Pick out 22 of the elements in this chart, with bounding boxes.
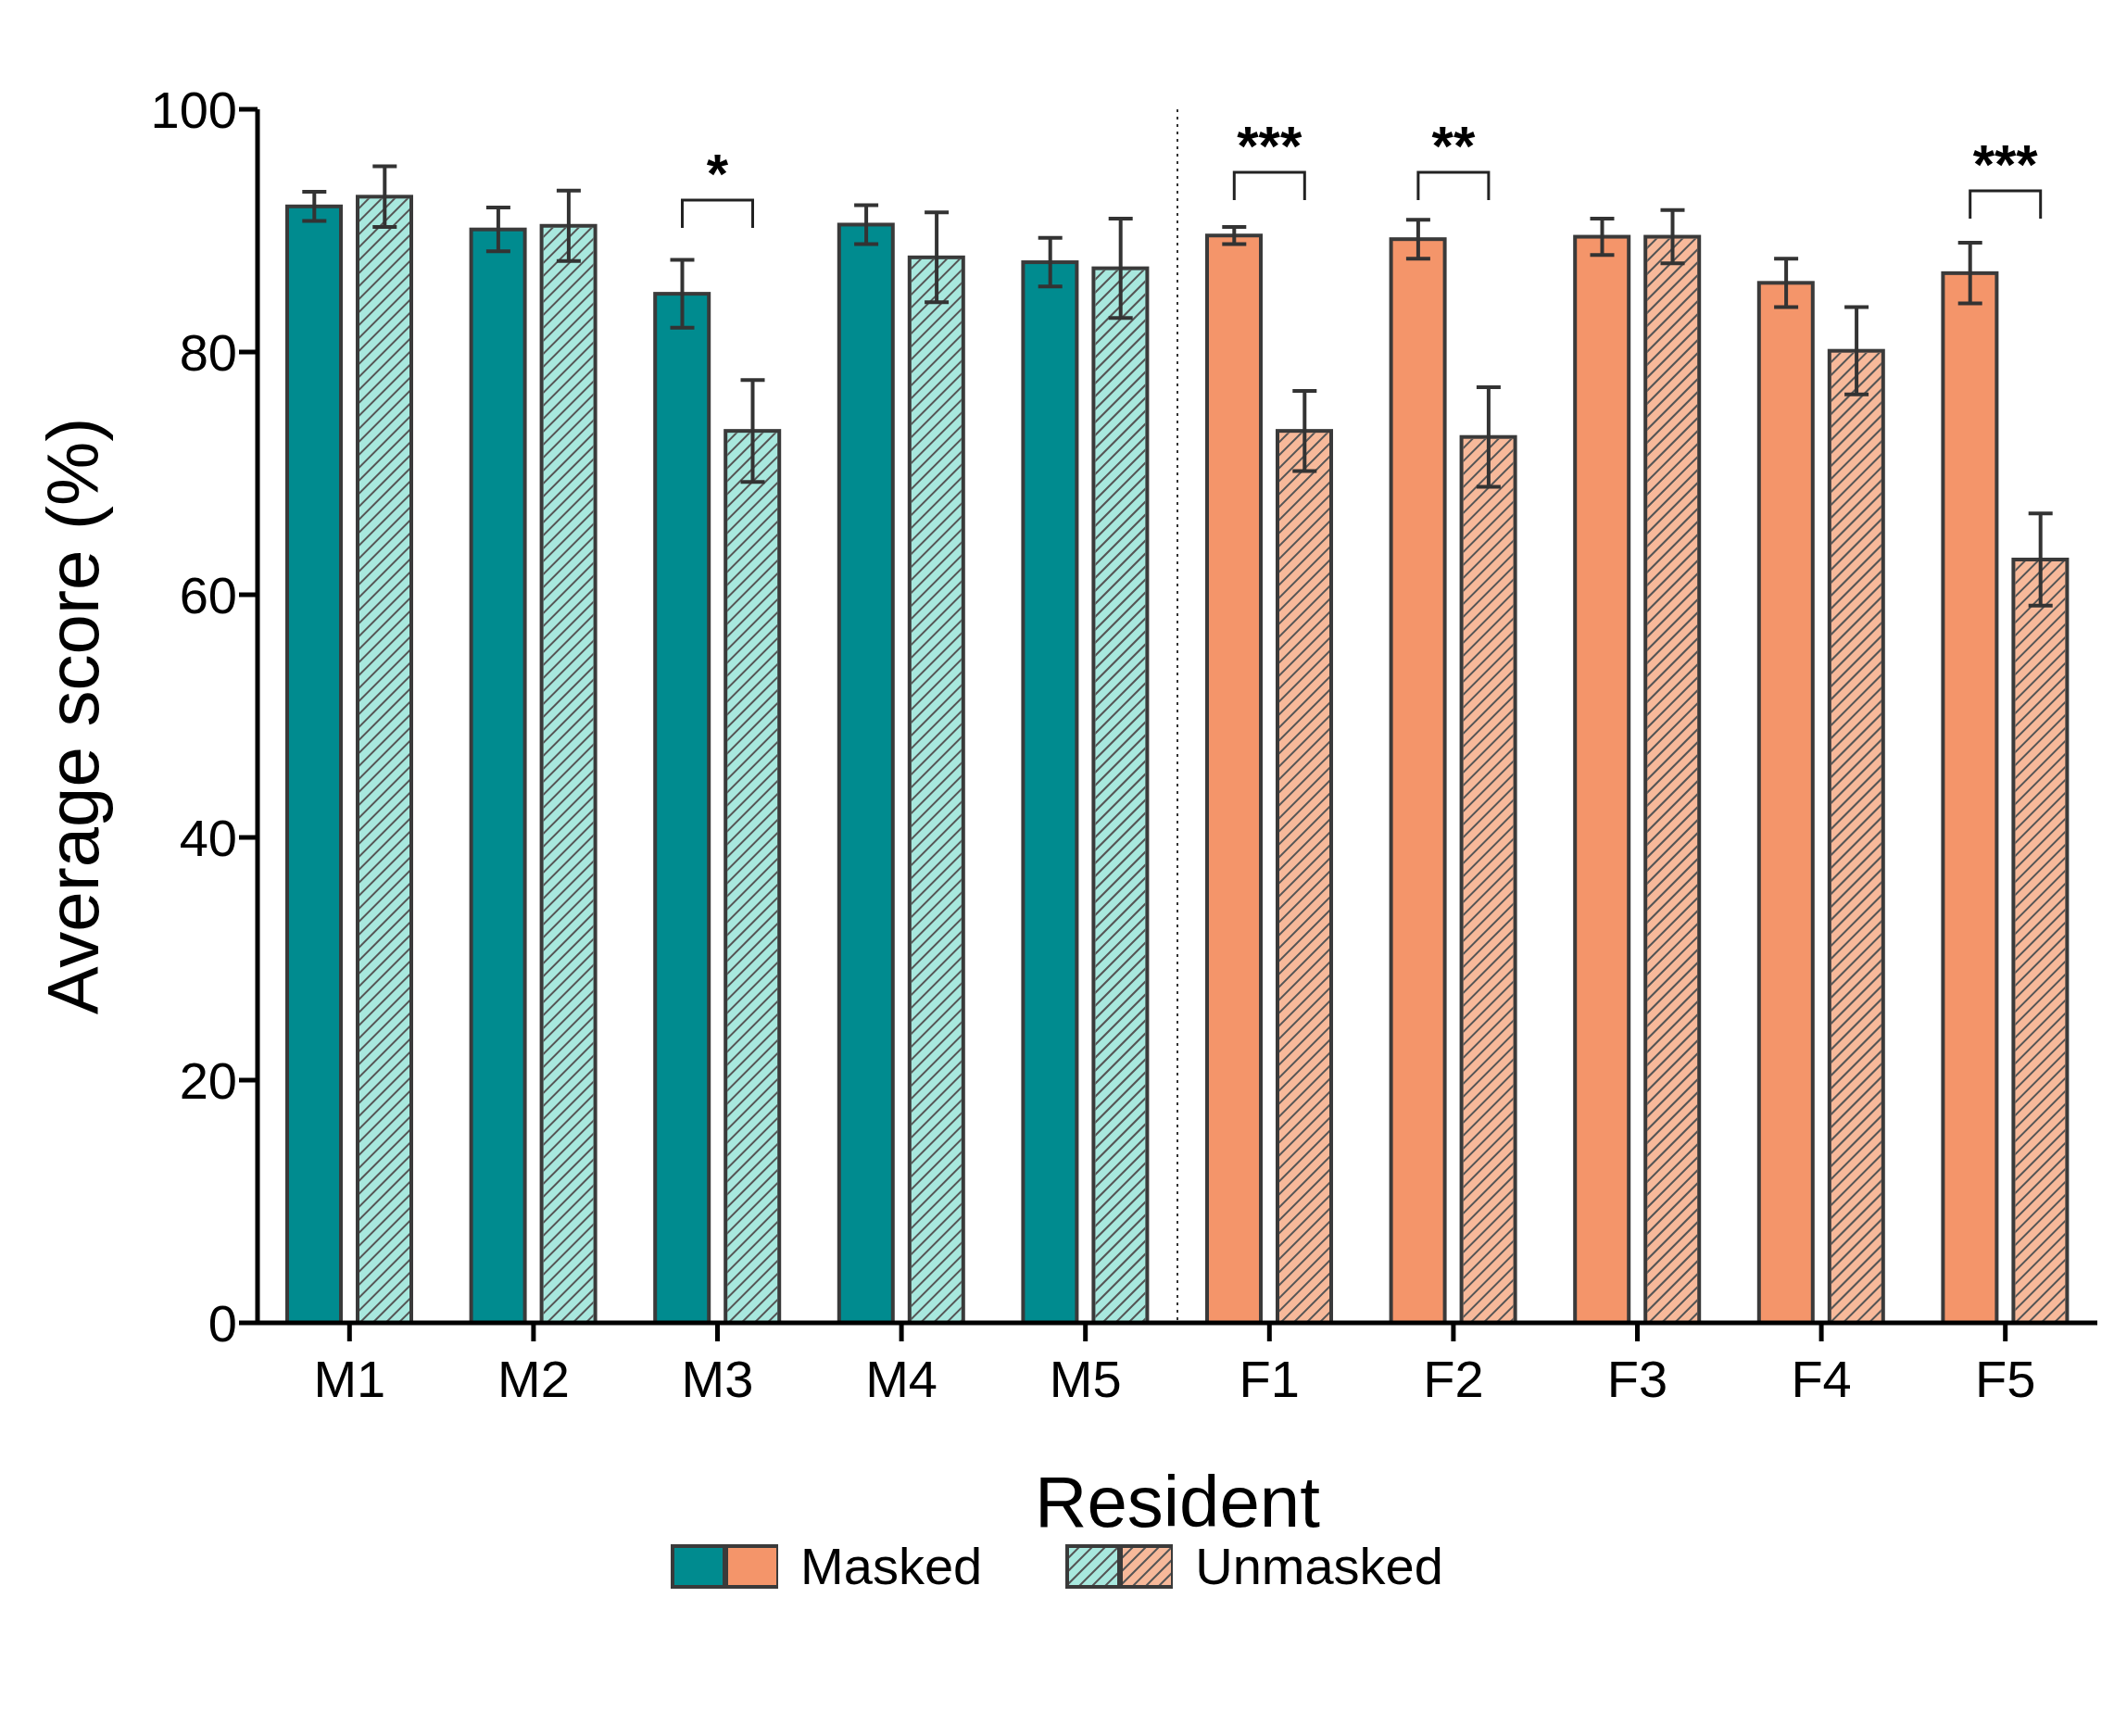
x-tick-label: M1 — [313, 1349, 386, 1408]
y-tick-label: 40 — [179, 808, 237, 867]
x-tick-label: F1 — [1239, 1349, 1300, 1408]
y-tick-label: 0 — [208, 1293, 237, 1352]
x-tick-label: F4 — [1791, 1349, 1852, 1408]
annotation: * — [706, 143, 729, 205]
x-tick-label: M3 — [681, 1349, 754, 1408]
annotation: *** — [1237, 115, 1302, 177]
y-tick-label: 60 — [179, 565, 237, 624]
x-tick-label: M5 — [1049, 1349, 1122, 1408]
x-tick-label: M2 — [497, 1349, 570, 1408]
y-tick-label: 100 — [150, 80, 237, 139]
annotation: ** — [1431, 115, 1476, 177]
x-tick-label: F3 — [1606, 1349, 1668, 1408]
y-tick-label: 20 — [179, 1050, 237, 1110]
x-tick-label: F2 — [1423, 1349, 1484, 1408]
y-axis-title: Average score (%) — [31, 417, 114, 1015]
y-tick-label: 80 — [179, 322, 237, 382]
annotation: *** — [1972, 133, 2039, 195]
legend-label: Masked — [800, 1536, 983, 1596]
x-tick-label: F5 — [1975, 1349, 2036, 1408]
x-tick-label: M4 — [865, 1349, 937, 1408]
